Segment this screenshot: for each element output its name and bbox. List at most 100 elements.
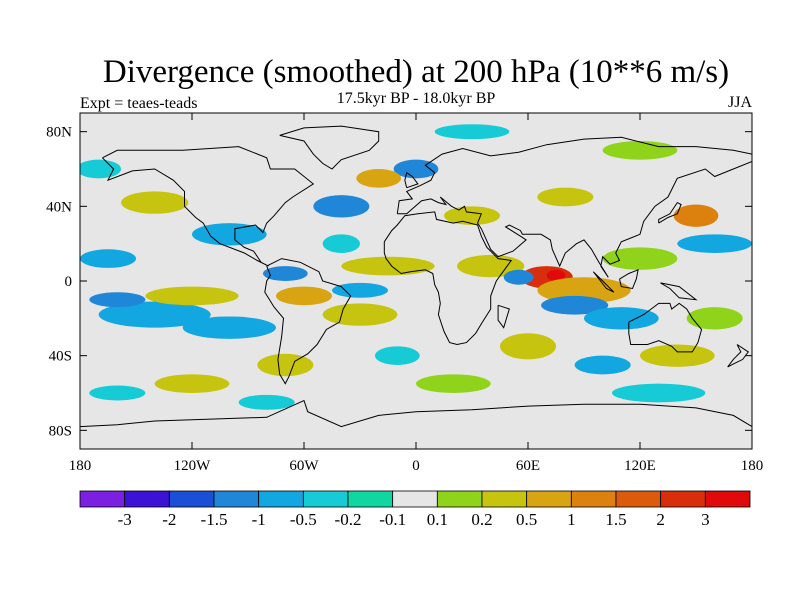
field-anomaly-41 (322, 234, 361, 254)
colorbar-swatch-1 (124, 490, 170, 508)
colorbar-label: 0.1 (427, 510, 448, 529)
field-anomaly-39 (238, 394, 295, 410)
colorbar-label: -0.2 (335, 510, 362, 529)
y-tick-label: 80N (46, 125, 72, 141)
field-anomaly-33 (89, 385, 146, 401)
field-anomaly-20 (313, 195, 370, 218)
x-tick-label: 0 (412, 458, 420, 474)
field-anomaly-15 (332, 282, 388, 298)
colorbar-swatch-7 (392, 490, 438, 508)
colorbar-label: -3 (118, 510, 132, 529)
colorbar-swatch-9 (481, 490, 528, 508)
colorbar-label: -1 (252, 510, 266, 529)
colorbar-swatch-2 (168, 490, 215, 508)
field-anomaly-31 (257, 353, 314, 377)
colorbar-label: 3 (701, 510, 710, 529)
colorbar-label: 1 (567, 510, 576, 529)
field-anomaly-6 (584, 307, 659, 330)
coastline-south-america (264, 258, 352, 385)
coastline-antarctica (80, 399, 752, 428)
coastline-north-america (102, 146, 315, 267)
field-anomaly-29 (80, 159, 122, 179)
x-tick-label: 180 (741, 458, 764, 474)
field-anomaly-16 (677, 234, 752, 253)
y-tick-label: 0 (65, 274, 73, 290)
colorbar-label: -0.5 (290, 510, 317, 529)
coastline-japan (658, 201, 682, 224)
colorbar-swatch-4 (258, 490, 304, 508)
y-tick-label: 80S (49, 423, 72, 439)
map-panel: 180 120W 60W 0 60E 120E 180 80N 40N 0 40S 80S (46, 112, 764, 474)
colorbar-swatch-0 (79, 490, 126, 508)
field-anomaly-1 (546, 269, 566, 281)
colorbar-label: -2 (162, 510, 176, 529)
x-tick-label: 60W (289, 458, 319, 474)
field-anomaly-25 (121, 191, 189, 214)
x-tick-label: 180 (69, 458, 92, 474)
colorbar-label: 0.2 (471, 510, 492, 529)
colorbar-swatch-11 (570, 490, 617, 508)
coastline-africa (383, 211, 513, 346)
colorbar-label: 0.5 (516, 510, 537, 529)
field-anomaly-27 (434, 124, 510, 140)
field-anomaly-11 (276, 286, 332, 306)
field-anomaly-4 (503, 269, 534, 285)
season-label: JJA (728, 94, 752, 111)
field-anomaly-10 (145, 286, 239, 306)
coastline-sumatra (592, 271, 615, 293)
y-tick-label: 40S (49, 349, 72, 365)
colorbar-swatch-5 (302, 490, 349, 508)
field-anomaly-35 (416, 374, 491, 393)
field-anomaly-38 (574, 355, 631, 375)
field-anomaly-40 (686, 307, 743, 330)
x-axis: 180 120W 60W 0 60E 120E 180 (69, 113, 764, 474)
field-anomaly-34 (612, 383, 706, 403)
x-tick-label: 120W (174, 458, 212, 474)
field-anomaly-23 (537, 187, 594, 207)
colorbar-label: -0.1 (379, 510, 406, 529)
coastline-new-zealand (727, 344, 750, 368)
field-anomaly-9 (89, 292, 146, 308)
field-anomaly-8 (182, 316, 276, 339)
coastlines (80, 125, 752, 428)
field-anomaly-30 (500, 333, 556, 360)
experiment-label: Expt = teaes-teads (80, 95, 197, 112)
colorbar-swatch-6 (347, 490, 394, 508)
coastline-australia (628, 302, 703, 353)
chart-title: Divergence (smoothed) at 200 hPa (10**6 … (103, 54, 729, 90)
field-anomaly-21 (444, 206, 500, 226)
x-tick-label: 120E (624, 458, 656, 474)
colorbar-label: 1.5 (605, 510, 626, 529)
colorbar-swatch-13 (660, 490, 706, 508)
field-anomaly-13 (262, 266, 308, 281)
field-anomaly-18 (80, 249, 136, 268)
coastline-eurasia (396, 136, 752, 278)
colorbar-swatch-8 (436, 490, 483, 508)
colorbar-label: 2 (656, 510, 665, 529)
chart-subtitle: 17.5kyr BP - 18.0kyr BP (337, 90, 496, 107)
field-anomaly-7 (98, 301, 211, 328)
field-anomaly-26 (356, 169, 402, 188)
coastline-british-isles (404, 171, 419, 189)
x-tick-label: 60E (516, 458, 540, 474)
field-anomaly-19 (192, 223, 267, 246)
coastline-new-guinea (660, 282, 698, 301)
field-anomaly-3 (457, 254, 525, 278)
divergence-field (80, 124, 752, 410)
colorbar-swatch-12 (615, 490, 662, 508)
field-anomaly-14 (341, 256, 435, 276)
coastline-madagascar (497, 304, 510, 329)
field-anomaly-5 (541, 295, 609, 315)
field-anomaly-17 (602, 247, 678, 270)
field-anomaly-28 (602, 141, 678, 160)
field-anomaly-36 (640, 344, 715, 367)
field-anomaly-32 (154, 374, 230, 393)
field-anomaly-22 (673, 204, 719, 227)
y-axis: 80N 40N 0 40S 80S (46, 125, 752, 439)
field-anomaly-37 (374, 346, 420, 365)
field-anomaly-24 (393, 159, 439, 179)
coastline-borneo (619, 268, 639, 290)
colorbar-swatch-3 (213, 490, 260, 508)
coastline-greenland (279, 125, 380, 170)
colorbar-swatch-10 (526, 490, 572, 508)
